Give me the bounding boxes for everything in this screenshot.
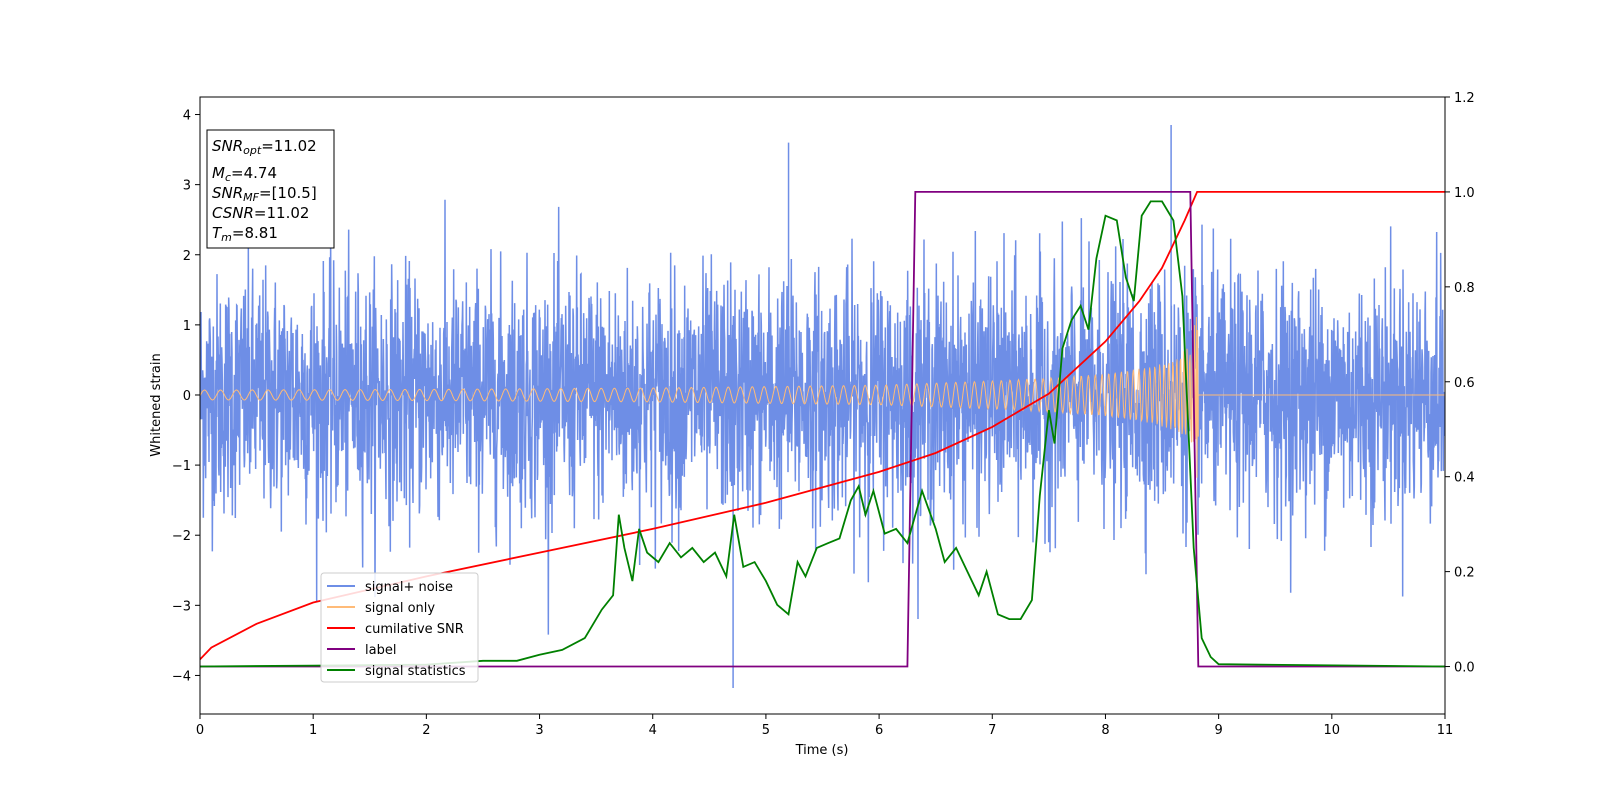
y-tick-label: 0 — [183, 389, 191, 404]
x-tick-label: 9 — [1214, 723, 1222, 738]
y-tick-label: −1 — [172, 459, 191, 474]
y2-tick-label: 0.4 — [1454, 471, 1475, 486]
y2-tick-label: 0.8 — [1454, 281, 1475, 296]
info-snr-opt: SNRopt=11.02 — [212, 137, 317, 157]
legend-entry-cumulative-snr: cumilative SNR — [365, 622, 464, 637]
x-tick-label: 5 — [762, 723, 770, 738]
legend-entry-signal-statistics: signal statistics — [365, 664, 466, 679]
series-line-signal-noise — [200, 125, 1445, 689]
y-tick-label: 3 — [183, 179, 191, 194]
y-tick-label: −4 — [172, 669, 191, 684]
x-tick-label: 2 — [422, 723, 430, 738]
plot-frame — [199, 96, 1446, 715]
plot-area — [200, 125, 1445, 689]
y-tick-label: 2 — [183, 249, 191, 264]
x-tick-label: 1 — [309, 723, 317, 738]
x-tick-label: 10 — [1324, 723, 1341, 738]
x-tick-label: 3 — [535, 723, 543, 738]
y-axis-left: −4 −3 −2 −1 0 1 2 3 4 — [172, 109, 200, 684]
series-line-signal-only — [200, 317, 1445, 478]
y2-tick-label: 1.2 — [1454, 91, 1475, 106]
x-tick-label: 7 — [988, 723, 996, 738]
x-tick-label: 11 — [1437, 723, 1454, 738]
legend-frame — [320, 572, 479, 683]
x-tick-label: 6 — [875, 723, 883, 738]
x-tick-label: 4 — [649, 723, 657, 738]
y-tick-label: −2 — [172, 529, 191, 544]
legend: signal+ noise signal only cumilative SNR la… — [320, 572, 479, 683]
info-box: SNRopt=11.02 Mc=4.74 SNRMF=[10.5] CSNR=1… — [206, 129, 335, 249]
series-line-label — [200, 191, 1445, 668]
y2-tick-label: 0.6 — [1454, 376, 1475, 391]
y-axis-right: 0.0 0.2 0.4 0.6 0.8 1.0 1.2 — [1445, 91, 1475, 676]
info-csnr: CSNR=11.02 — [212, 204, 309, 222]
x-axis-label: Time (s) — [795, 743, 849, 758]
y-axis-label: Whitened strain — [149, 353, 164, 456]
info-box-frame — [206, 129, 335, 249]
y-tick-label: 4 — [183, 109, 191, 124]
y2-tick-label: 1.0 — [1454, 186, 1475, 201]
x-axis: 0 1 2 3 4 5 6 7 8 9 10 11 — [196, 714, 1453, 738]
y2-tick-label: 0.2 — [1454, 566, 1475, 581]
series-line-cumulative-snr — [200, 191, 1445, 661]
y-tick-label: −3 — [172, 599, 191, 614]
x-tick-label: 0 — [196, 723, 204, 738]
info-snr-mf: SNRMF=[10.5] — [212, 184, 317, 204]
legend-entry-signal-noise: signal+ noise — [365, 580, 453, 595]
series-line-signal-statistics — [200, 200, 1445, 668]
y-tick-label: 1 — [183, 319, 191, 334]
legend-entry-signal-only: signal only — [365, 601, 435, 616]
x-tick-label: 8 — [1101, 723, 1109, 738]
info-tm: Tm=8.81 — [212, 224, 278, 244]
legend-entry-label: label — [365, 643, 396, 658]
y2-tick-label: 0.0 — [1454, 661, 1475, 676]
info-mc: Mc=4.74 — [212, 164, 277, 184]
